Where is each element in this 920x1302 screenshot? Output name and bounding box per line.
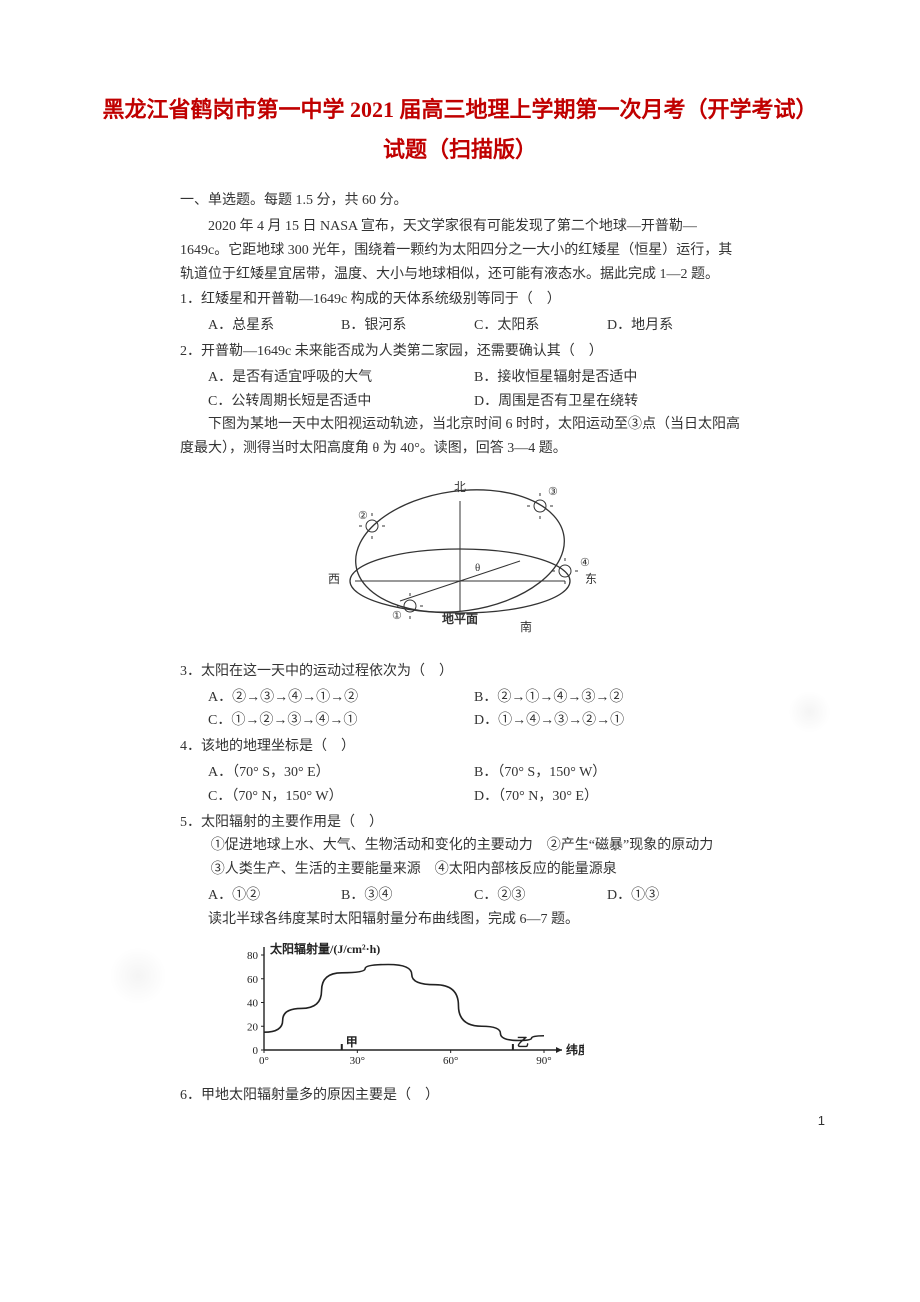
q3-opt-b: B．②→①→④→③→② [474, 686, 740, 710]
q1-opt-b: B．银河系 [341, 314, 474, 338]
question-2-options: A．是否有适宜呼吸的大气 B．接收恒星辐射是否适中 C．公转周期长短是否适中 D… [180, 366, 740, 414]
q3-opt-a: A．②→③→④→①→② [208, 686, 474, 710]
svg-text:甲: 甲 [346, 1035, 358, 1049]
radiation-chart-svg: 0 20 40 60 80 0° 30° 60° 90° 太阳辐射量/(J/cm²·h) 纬度 甲 乙 [224, 940, 584, 1070]
label-pt2: ① [392, 610, 402, 622]
label-west: 西 [328, 572, 340, 586]
title-line-2: 试题（扫描版） [95, 130, 825, 170]
question-4-options: A．（70° S，30° E） B．（70° S，150° W） C．（70° … [180, 761, 740, 809]
q4-opt-d: D．（70° N，30° E） [474, 785, 740, 809]
label-east: 东 [585, 572, 597, 586]
question-4: 4．该地的地理坐标是（ ） [180, 735, 740, 759]
question-5: 5．太阳辐射的主要作用是（ ） [180, 811, 740, 835]
label-pt1: ② [358, 510, 368, 522]
title-line-1: 黑龙江省鹤岗市第一中学 2021 届高三地理上学期第一次月考（开学考试） [95, 90, 825, 130]
q1-opt-a: A．总星系 [208, 314, 341, 338]
question-3: 3．太阳在这一天中的运动过程依次为（ ） [180, 660, 740, 684]
svg-text:乙: 乙 [517, 1035, 529, 1049]
exam-title: 黑龙江省鹤岗市第一中学 2021 届高三地理上学期第一次月考（开学考试） 试题（… [95, 90, 825, 169]
question-5-options: A．①② B．③④ C．②③ D．①③ [180, 884, 740, 908]
content: 一、单选题。每题 1.5 分，共 60 分。 2020 年 4 月 15 日 N… [180, 189, 740, 1108]
question-1-options: A．总星系 B．银河系 C．太阳系 D．地月系 [180, 314, 740, 338]
svg-text:80: 80 [247, 950, 259, 962]
label-pt4: ④ [580, 557, 590, 569]
svg-text:30°: 30° [350, 1055, 365, 1067]
svg-text:20: 20 [247, 1021, 259, 1033]
svg-text:60: 60 [247, 973, 259, 985]
svg-text:0: 0 [253, 1045, 259, 1057]
q2-opt-d: D．周围是否有卫星在绕转 [474, 390, 740, 414]
question-5-statements: ①促进地球上水、大气、生物活动和变化的主要动力 ②产生“磁暴”现象的原动力 ③人… [180, 834, 740, 882]
svg-text:纬度: 纬度 [566, 1042, 584, 1057]
sun-path-diagram: 北 东 西 南 地平面 ② ③ ④ ① θ [180, 471, 740, 650]
q2-opt-b: B．接收恒星辐射是否适中 [474, 366, 740, 390]
q3-opt-c: C．①→②→③→④→① [208, 709, 474, 733]
radiation-chart: 0 20 40 60 80 0° 30° 60° 90° 太阳辐射量/(J/cm²·h) 纬度 甲 乙 [224, 940, 740, 1079]
question-3-options: A．②→③→④→①→② B．②→①→④→③→② C．①→②→③→④→① D．①→… [180, 686, 740, 734]
label-pt3: ③ [548, 486, 558, 498]
question-2: 2．开普勒—1649c 未来能否成为人类第二家园，还需要确认其（ ） [180, 340, 740, 364]
svg-text:太阳辐射量/(J/cm²·h): 太阳辐射量/(J/cm²·h) [270, 941, 380, 956]
q5-opt-d: D．①③ [607, 884, 740, 908]
q3-opt-d: D．①→④→③→②→① [474, 709, 740, 733]
q5-opt-b: B．③④ [341, 884, 474, 908]
label-south: 南 [520, 619, 532, 634]
passage-2: 下图为某地一天中太阳视运动轨迹，当北京时间 6 时时，太阳运动至③点（当日太阳高… [180, 413, 740, 461]
q4-opt-c: C．（70° N，150° W） [208, 785, 474, 809]
svg-text:60°: 60° [443, 1055, 458, 1067]
q1-opt-c: C．太阳系 [474, 314, 607, 338]
svg-text:90°: 90° [536, 1055, 551, 1067]
q2-opt-c: C．公转周期长短是否适中 [208, 390, 474, 414]
q5-opt-a: A．①② [208, 884, 341, 908]
page-number: 1 [818, 1113, 825, 1128]
label-theta: θ [475, 562, 480, 574]
label-horizon: 地平面 [442, 611, 478, 626]
q1-opt-d: D．地月系 [607, 314, 740, 338]
q2-opt-a: A．是否有适宜呼吸的大气 [208, 366, 474, 390]
page: 黑龙江省鹤岗市第一中学 2021 届高三地理上学期第一次月考（开学考试） 试题（… [0, 0, 920, 1148]
q4-opt-b: B．（70° S，150° W） [474, 761, 740, 785]
section-1-heading: 一、单选题。每题 1.5 分，共 60 分。 [180, 189, 740, 213]
passage-1: 2020 年 4 月 15 日 NASA 宣布，天文学家很有可能发现了第二个地球… [180, 215, 740, 286]
label-north: 北 [454, 480, 466, 494]
q5-opt-c: C．②③ [474, 884, 607, 908]
sun-path-svg: 北 东 西 南 地平面 ② ③ ④ ① θ [310, 471, 610, 641]
question-6: 6．甲地太阳辐射量多的原因主要是（ ） [180, 1084, 740, 1108]
svg-text:40: 40 [247, 997, 259, 1009]
q4-opt-a: A．（70° S，30° E） [208, 761, 474, 785]
svg-text:0°: 0° [259, 1055, 269, 1067]
passage-3: 读北半球各纬度某时太阳辐射量分布曲线图，完成 6—7 题。 [180, 908, 740, 932]
question-1: 1．红矮星和开普勒—1649c 构成的天体系统级别等同于（ ） [180, 288, 740, 312]
